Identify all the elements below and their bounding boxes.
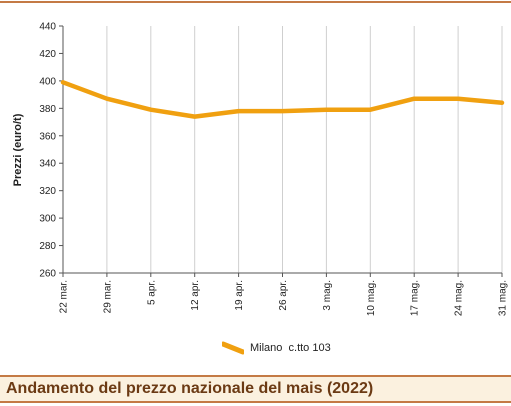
series-group: [60, 80, 505, 119]
x-tick-label: 26 apr.: [278, 280, 289, 311]
legend-swatch-line: [222, 341, 244, 355]
x-tick-label: 10 mag.: [366, 280, 377, 316]
x-tick-label: 24 mag.: [454, 280, 465, 316]
x-tick-label: 19 apr.: [234, 280, 245, 311]
y-tick-label: 260: [39, 269, 56, 280]
x-tick-label: 29 mar.: [102, 280, 113, 313]
y-tick-labels: 260 280 300 320 340 360 380 400 420 440: [39, 22, 63, 280]
x-tick-label: 12 apr.: [190, 280, 201, 311]
x-tick-label: 5 apr.: [146, 280, 157, 305]
y-tick-label: 380: [39, 104, 56, 115]
x-tick-labels: 22 mar. 29 mar. 5 apr. 12 apr. 19 apr. 26 apr…: [59, 273, 509, 316]
y-tick-label: 400: [39, 76, 56, 87]
y-tick-label: 280: [39, 241, 56, 252]
chart-title: Andamento del prezzo nazionale del mais …: [6, 380, 374, 397]
series-line: [60, 80, 505, 119]
x-tick-label: 17 mag.: [410, 280, 421, 316]
x-tick-label: 31 mag.: [498, 280, 509, 316]
x-tick-label: 3 mag.: [322, 280, 333, 311]
y-tick-label: 320: [39, 186, 56, 197]
legend: Milano c.tto 103: [222, 340, 331, 356]
top-rule: [0, 1, 511, 3]
x-tick-label: 22 mar.: [59, 280, 70, 313]
legend-swatch: [222, 341, 244, 355]
y-tick-label: 340: [39, 159, 56, 170]
y-tick-label: 440: [39, 22, 56, 33]
y-tick-label: 300: [39, 214, 56, 225]
y-axis-title: Prezzi (euro/t): [12, 113, 24, 186]
line-chart: 260 280 300 320 340 360 380 400 420 440 22 mar. 29…: [12, 22, 509, 317]
y-tick-label: 360: [39, 131, 56, 142]
y-tick-label: 420: [39, 49, 56, 60]
grid-lines: [106, 26, 503, 273]
legend-label: Milano c.tto 103: [250, 342, 331, 354]
chart-caption: Andamento del prezzo nazionale del mais …: [0, 375, 511, 403]
